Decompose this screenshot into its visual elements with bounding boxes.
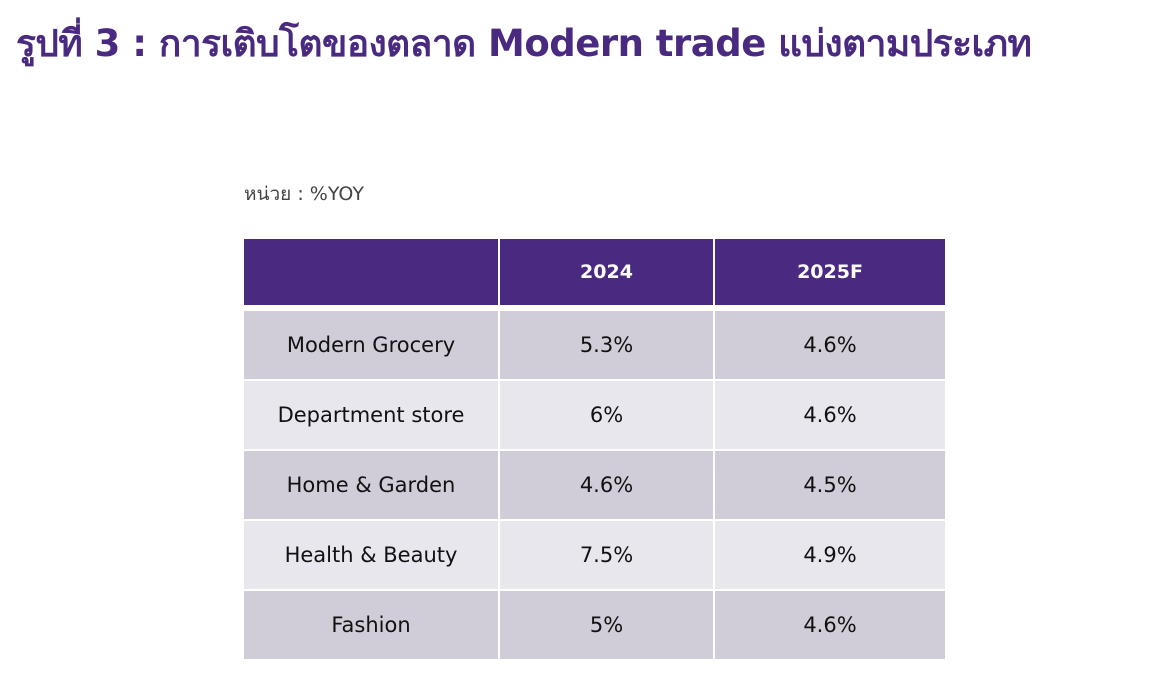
category-cell: Department store xyxy=(244,381,500,451)
value-2024-cell: 6% xyxy=(500,381,715,451)
unit-note: หน่วย : %YOY xyxy=(244,183,364,205)
value-2025f-cell: 4.6% xyxy=(715,591,945,659)
value-2024-cell: 5% xyxy=(500,591,715,659)
value-2024-cell: 7.5% xyxy=(500,521,715,591)
category-cell: Home & Garden xyxy=(244,451,500,521)
value-2025f-cell: 4.6% xyxy=(715,311,945,381)
category-cell: Fashion xyxy=(244,591,500,659)
value-2024-cell: 5.3% xyxy=(500,311,715,381)
page-title: รูปที่ 3 : การเติบโตของตลาด Modern trade… xyxy=(16,22,1032,65)
table-row: Health & Beauty 7.5% 4.9% xyxy=(244,521,945,591)
header-2024: 2024 xyxy=(500,239,715,311)
table-header-row: 2024 2025F xyxy=(244,239,945,311)
value-2025f-cell: 4.9% xyxy=(715,521,945,591)
table-row: Department store 6% 4.6% xyxy=(244,381,945,451)
category-cell: Modern Grocery xyxy=(244,311,500,381)
header-category xyxy=(244,239,500,311)
table-row: Fashion 5% 4.6% xyxy=(244,591,945,659)
table-row: Home & Garden 4.6% 4.5% xyxy=(244,451,945,521)
header-2025f: 2025F xyxy=(715,239,945,311)
growth-table: 2024 2025F Modern Grocery 5.3% 4.6% Depa… xyxy=(244,239,945,659)
value-2025f-cell: 4.5% xyxy=(715,451,945,521)
value-2024-cell: 4.6% xyxy=(500,451,715,521)
table-row: Modern Grocery 5.3% 4.6% xyxy=(244,311,945,381)
category-cell: Health & Beauty xyxy=(244,521,500,591)
value-2025f-cell: 4.6% xyxy=(715,381,945,451)
